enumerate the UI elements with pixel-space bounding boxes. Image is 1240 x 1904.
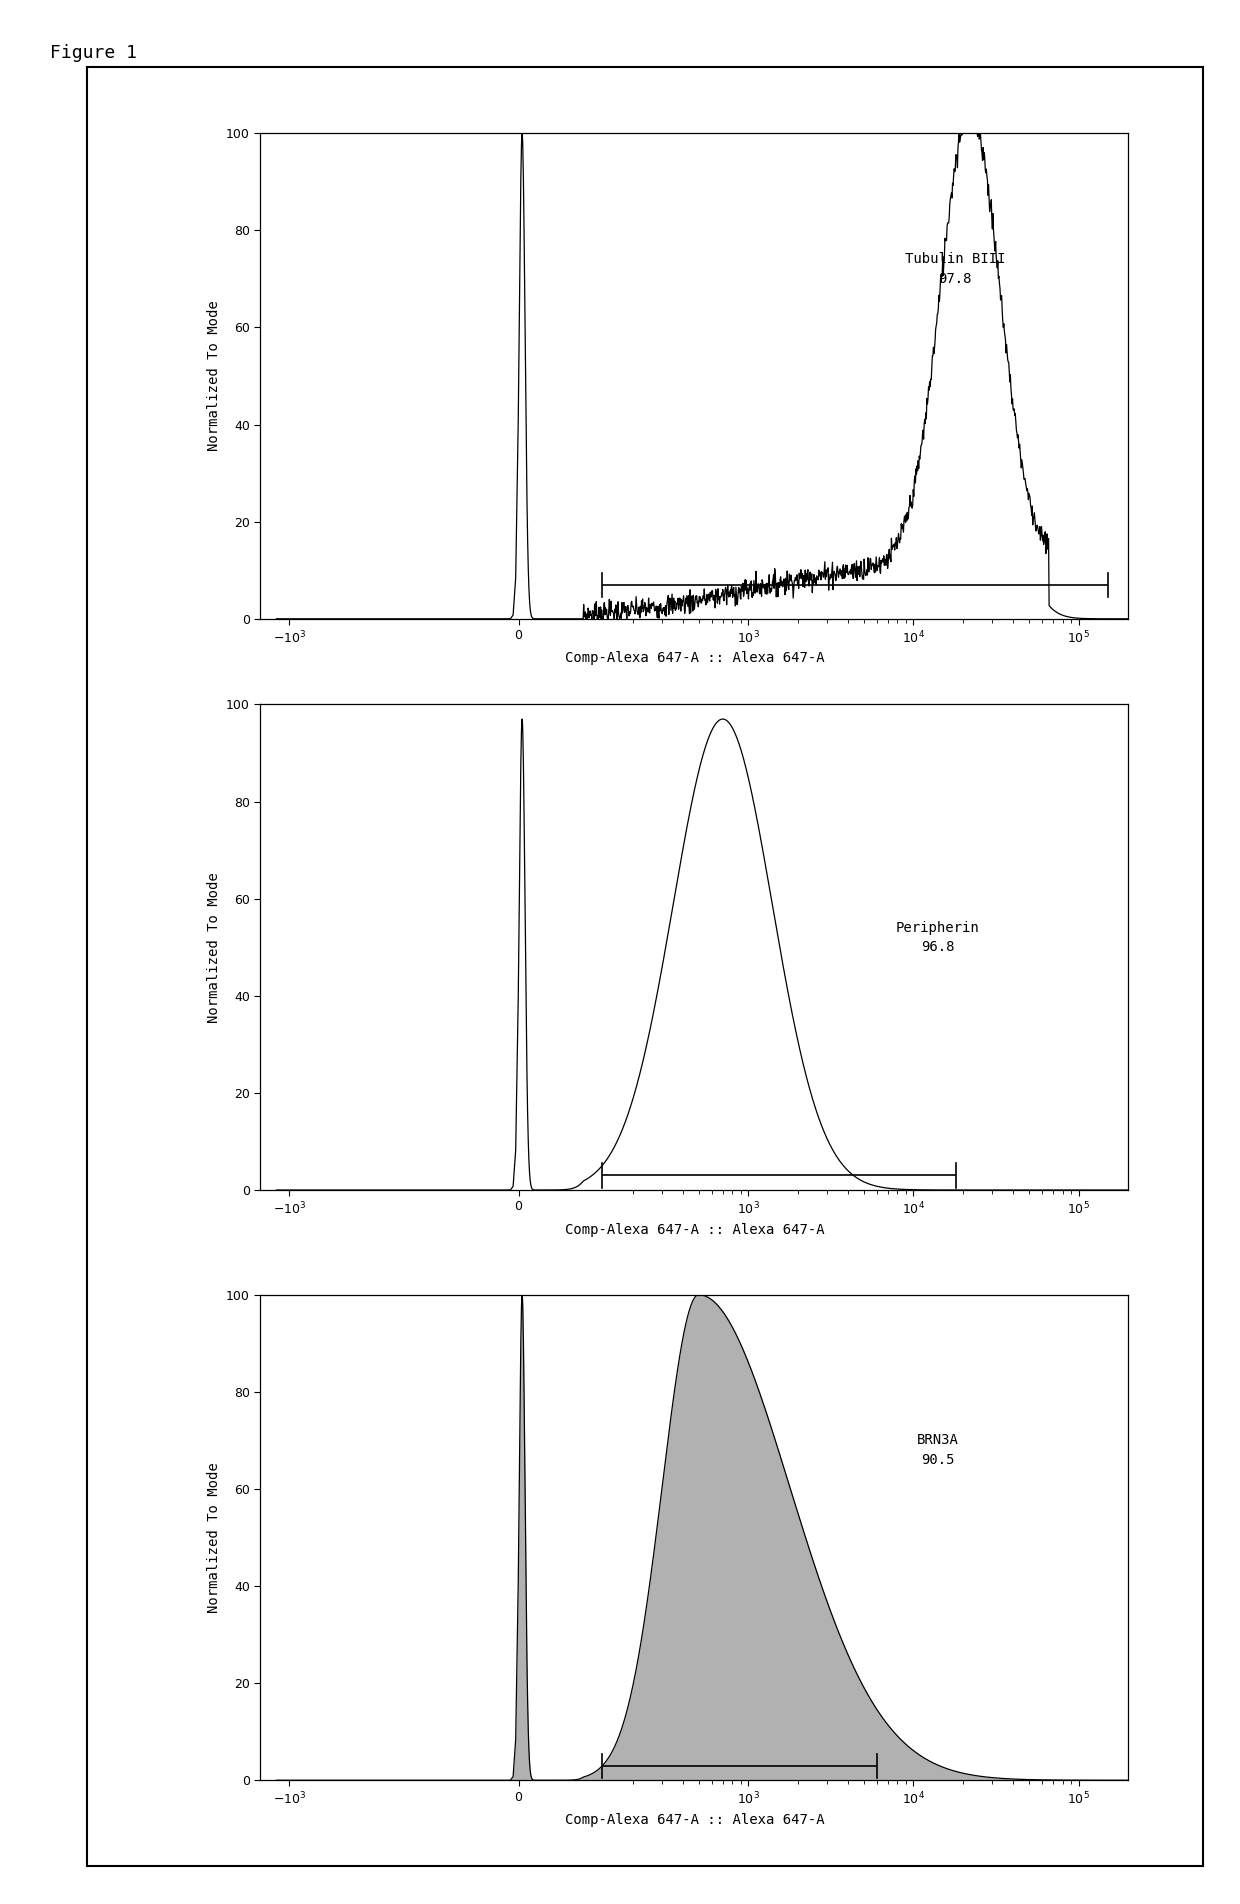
X-axis label: Comp-Alexa 647-A :: Alexa 647-A: Comp-Alexa 647-A :: Alexa 647-A [564, 1813, 825, 1826]
Y-axis label: Normalized To Mode: Normalized To Mode [207, 872, 221, 1022]
Text: BRN3A
90.5: BRN3A 90.5 [916, 1434, 959, 1466]
X-axis label: Comp-Alexa 647-A :: Alexa 647-A: Comp-Alexa 647-A :: Alexa 647-A [564, 651, 825, 664]
Y-axis label: Normalized To Mode: Normalized To Mode [207, 1462, 221, 1613]
Text: Peripherin
96.8: Peripherin 96.8 [895, 922, 980, 954]
Text: Tubulin BIII
97.8: Tubulin BIII 97.8 [904, 253, 1006, 286]
Y-axis label: Normalized To Mode: Normalized To Mode [207, 301, 221, 451]
Text: Figure 1: Figure 1 [50, 44, 136, 61]
X-axis label: Comp-Alexa 647-A :: Alexa 647-A: Comp-Alexa 647-A :: Alexa 647-A [564, 1222, 825, 1236]
